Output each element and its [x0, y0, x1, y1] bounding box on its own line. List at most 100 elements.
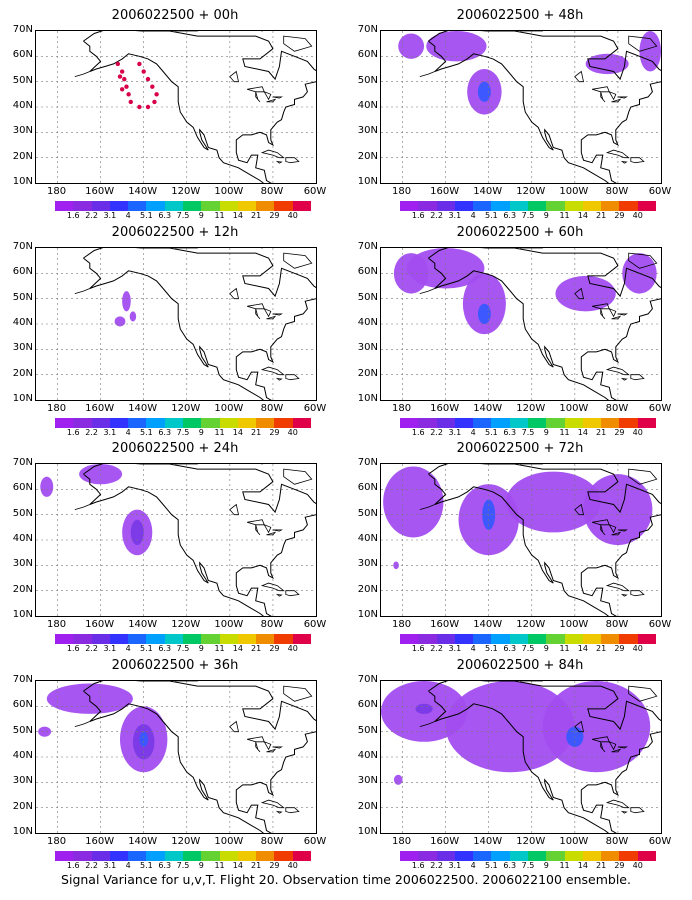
- coastline: [83, 681, 316, 833]
- x-tick-label: 140W: [128, 836, 158, 847]
- colorbar-swatch: [582, 201, 602, 211]
- coastline: [260, 582, 285, 592]
- y-tick-label: 30N: [357, 125, 378, 137]
- coastline: [605, 149, 630, 159]
- colorbar-swatch: [164, 201, 183, 211]
- colorbar-swatch: [619, 201, 638, 211]
- colorbar-label: 29: [269, 211, 280, 220]
- colorbar-label: 3.1: [103, 428, 117, 437]
- y-tick-label: 50N: [12, 291, 33, 303]
- x-tick-label: 120W: [171, 403, 201, 414]
- colorbar-swatch: [182, 201, 202, 211]
- colorbar-swatch: [601, 201, 620, 211]
- colorbar-label: 7.5: [521, 644, 535, 653]
- colorbar-swatch: [55, 201, 74, 211]
- colorbar-swatch: [219, 634, 238, 644]
- x-tick-label: 80W: [260, 403, 284, 414]
- colorbar-swatch: [436, 418, 455, 428]
- colorbar-label: 40: [287, 428, 298, 437]
- colorbar-swatch: [418, 634, 437, 644]
- coastline: [260, 149, 285, 159]
- colorbar-label: 2.2: [430, 861, 443, 870]
- colorbar-swatch: [436, 201, 455, 211]
- coastline: [600, 91, 606, 103]
- colorbar-swatch: [527, 201, 547, 211]
- colorbar-label: 11: [559, 644, 570, 653]
- y-tick-label: 60N: [357, 266, 378, 278]
- observation-point: [152, 99, 157, 105]
- colorbar-label: 14: [232, 644, 243, 653]
- observation-point: [145, 104, 151, 110]
- variance-contour: [639, 31, 661, 72]
- colorbar-swatch: [564, 418, 583, 428]
- y-tick-label: 20N: [357, 150, 378, 162]
- colorbar-swatch: [509, 851, 528, 861]
- variance-contour: [114, 316, 126, 327]
- variance-contour: [393, 774, 403, 785]
- coastline: [255, 308, 261, 320]
- colorbar-label: 14: [232, 861, 243, 870]
- colorbar-swatch: [55, 418, 74, 428]
- map-area: [380, 463, 662, 617]
- observation-point: [119, 87, 125, 92]
- colorbar-swatch: [237, 418, 257, 428]
- map-svg: [36, 31, 316, 183]
- colorbar-swatch: [292, 201, 311, 211]
- colorbar-label: 11: [559, 211, 570, 220]
- coastline: [617, 313, 629, 316]
- y-tick-label: 50N: [357, 74, 378, 86]
- colorbar-swatch: [491, 851, 510, 861]
- coastline: [605, 582, 630, 592]
- x-tick-label: 100W: [559, 403, 589, 414]
- colorbar-label: 11: [214, 428, 225, 437]
- map-svg: [36, 681, 316, 833]
- colorbar-label: 29: [269, 428, 280, 437]
- coastline: [229, 503, 239, 516]
- panel-title: 2006022500 + 60h: [456, 225, 584, 240]
- colorbar-swatch: [146, 851, 165, 861]
- x-tick-label: 160W: [430, 619, 460, 630]
- coastline: [630, 807, 645, 814]
- colorbar-label: 40: [287, 644, 298, 653]
- colorbar-label: 1.6: [411, 428, 425, 437]
- coastline: [246, 519, 265, 526]
- x-tick-label: 160W: [430, 186, 460, 197]
- map-area: [380, 247, 662, 401]
- colorbar-swatch: [164, 634, 183, 644]
- colorbar-swatch: [256, 634, 275, 644]
- y-tick-label: 30N: [357, 342, 378, 354]
- y-tick-label: 60N: [357, 482, 378, 494]
- colorbar-label: 1.6: [411, 644, 425, 653]
- x-tick-label: 100W: [214, 186, 244, 197]
- colorbar-swatch: [109, 634, 129, 644]
- colorbar-label: 9: [543, 428, 549, 437]
- colorbar-swatch: [546, 634, 565, 644]
- variance-contour: [462, 273, 506, 335]
- observation-point: [119, 69, 125, 74]
- colorbar-swatch: [400, 418, 419, 428]
- colorbar-swatch: [509, 418, 528, 428]
- colorbar-label: 4: [125, 428, 131, 437]
- map-svg: [381, 248, 661, 400]
- colorbar: [55, 851, 311, 861]
- colorbar-label: 40: [632, 428, 643, 437]
- colorbar-swatch: [237, 851, 257, 861]
- coastline: [608, 91, 617, 101]
- coastline: [266, 315, 277, 320]
- coastline: [83, 31, 316, 183]
- x-tick-label: 60W: [303, 186, 327, 197]
- coastline: [272, 746, 284, 749]
- x-tick-label: 100W: [214, 403, 244, 414]
- coastline: [630, 374, 645, 381]
- coastline: [628, 685, 658, 702]
- observation-point: [141, 69, 146, 74]
- colorbar-label: 4: [125, 211, 131, 220]
- coastline: [628, 252, 658, 269]
- observation-point: [137, 61, 142, 67]
- coastline: [275, 593, 283, 597]
- colorbar-swatch: [73, 634, 92, 644]
- colorbar-swatch: [454, 634, 474, 644]
- colorbar-swatch: [256, 201, 275, 211]
- colorbar-label: 14: [577, 428, 588, 437]
- coastline: [605, 799, 630, 809]
